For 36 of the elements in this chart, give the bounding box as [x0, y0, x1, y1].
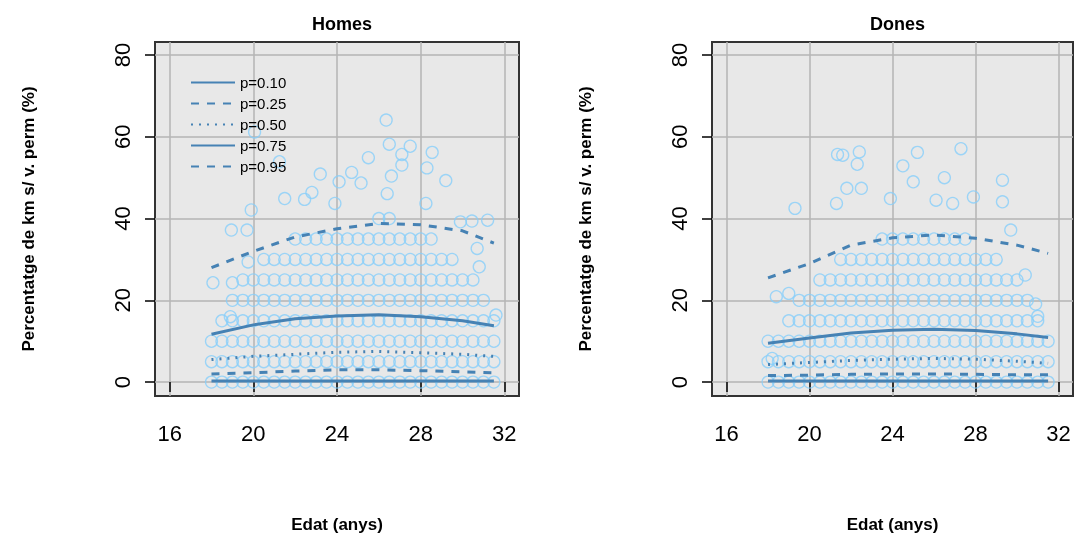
line-series — [209, 349, 496, 362]
x-tick-label: 20 — [241, 420, 266, 446]
x-axis-title: Edat (anys) — [846, 515, 939, 534]
x-tick-label: 24 — [324, 420, 350, 446]
x-tick-label: 32 — [492, 420, 517, 446]
y-tick-label: 0 — [666, 375, 692, 389]
y-tick-label: 20 — [109, 288, 135, 313]
chart-title: Homes — [311, 14, 373, 34]
y-tick-label: 60 — [666, 124, 692, 150]
x-tick-label: 16 — [157, 420, 182, 446]
y-tick-label: 20 — [666, 288, 692, 313]
y-tick-label: 80 — [109, 42, 135, 68]
x-axis-title: Edat (anys) — [291, 515, 383, 534]
line-series — [766, 233, 1050, 280]
legend-label: p=0.75 — [240, 137, 287, 154]
line-series — [766, 327, 1050, 345]
y-axis-title: Percentatge de km s/ v. perm (%) — [19, 86, 38, 352]
x-tick-label: 24 — [880, 420, 905, 446]
chart-title: Dones — [869, 14, 926, 34]
x-tick-label: 16 — [714, 420, 739, 446]
legend-label: p=0.50 — [240, 116, 287, 133]
x-tick-label: 32 — [1046, 420, 1071, 446]
y-tick-label: 80 — [666, 42, 692, 68]
y-tick-label: 0 — [109, 375, 135, 389]
legend-label: p=0.25 — [240, 95, 287, 112]
x-tick-label: 28 — [408, 420, 433, 446]
y-axis-title: Percentatge de km s/ v. perm (%) — [576, 86, 595, 352]
line-series — [209, 222, 496, 270]
y-tick-label: 60 — [109, 124, 135, 150]
x-tick-label: 20 — [797, 420, 822, 446]
y-tick-label: 40 — [109, 206, 135, 231]
line-series — [209, 313, 496, 336]
x-tick-label: 28 — [963, 420, 988, 446]
legend-label: p=0.10 — [240, 74, 287, 91]
legend-label: p=0.95 — [240, 158, 287, 175]
y-tick-label: 40 — [666, 206, 692, 231]
